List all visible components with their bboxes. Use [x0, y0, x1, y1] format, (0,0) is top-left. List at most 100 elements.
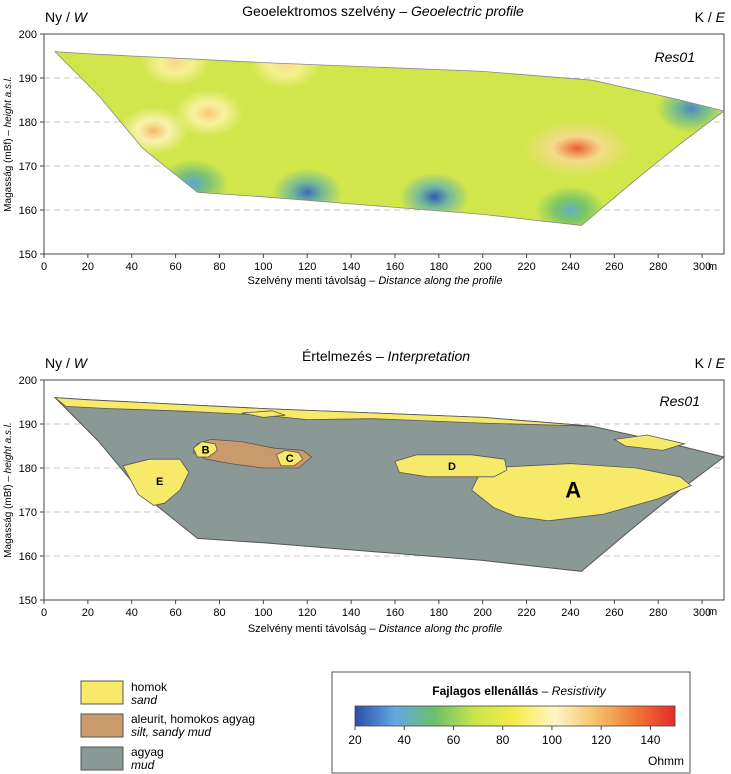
colorbar-tick-label: 120 [591, 733, 611, 747]
resistivity-section [53, 51, 725, 226]
x-tick-label: 40 [126, 261, 138, 273]
panel1-x-unit: m [708, 261, 717, 273]
x-tick-label: 180 [430, 607, 448, 619]
unit-label-D: D [448, 461, 456, 473]
panel2-x-ticks: 0 20 40 60 80 100 120 140 160 180 200 220 240 260 280 3… [41, 600, 711, 619]
x-tick-label: 0 [41, 607, 47, 619]
y-tick-label: 180 [19, 117, 37, 129]
unit-label-A: A [565, 478, 581, 503]
panel1-x-axis-label: Szelvény menti távolság – Distance along… [248, 275, 503, 287]
lithology-legend: homok sand aleurit, homokos agyag silt, … [80, 680, 255, 772]
colorbar-title: Fajlagos ellenállás – Resistivity [432, 684, 606, 698]
panel1-frame [43, 33, 725, 255]
legend-sand-label: homok [131, 680, 168, 694]
x-tick-label: 200 [474, 261, 492, 273]
panel2-frame [43, 379, 725, 601]
panel1-y-ticks: 150 160 170 180 190 200 [19, 29, 44, 261]
y-tick-label: 170 [19, 161, 37, 173]
x-tick-label: 180 [430, 261, 448, 273]
panel2-profile-label: Res01 [660, 393, 700, 409]
colorbar-tick-label: 80 [496, 733, 510, 747]
resistivity-colorbar: Fajlagos ellenállás – Resistivity 20 40 60… [331, 671, 691, 774]
x-tick-label: 0 [41, 261, 47, 273]
x-tick-label: 120 [298, 607, 316, 619]
unit-sand-A [471, 463, 692, 522]
unit-sand-C [275, 449, 304, 467]
interpretation-panel: Értelmezés – Interpretation Ny / W K / E… [3, 348, 726, 635]
panel2-east-label: K / E [695, 355, 726, 371]
x-tick-label: 140 [342, 261, 360, 273]
x-tick-label: 80 [213, 261, 225, 273]
resistivity-anomaly-low [399, 172, 470, 221]
section-outline [53, 51, 725, 226]
colorbar-tick-label: 60 [447, 733, 461, 747]
x-tick-label: 160 [386, 607, 404, 619]
panel2-y-axis-label: Magasság (mBf) – height a.s.l. [3, 422, 14, 558]
x-tick-label: 220 [517, 261, 535, 273]
legend-silt-label-en: silt, sandy mud [131, 725, 211, 739]
x-tick-label: 220 [517, 607, 535, 619]
x-tick-label: 160 [386, 261, 404, 273]
x-tick-label: 300 [693, 607, 711, 619]
legend-mud-label: agyag [131, 745, 164, 759]
colorbar-tick-label: 40 [398, 733, 412, 747]
colorbar-gradient [354, 705, 676, 727]
x-tick-label: 280 [649, 607, 667, 619]
y-tick-label: 160 [19, 551, 37, 563]
panel2-title: Értelmezés – Interpretation [302, 348, 470, 364]
x-tick-label: 300 [693, 261, 711, 273]
y-tick-label: 200 [19, 29, 37, 41]
unit-label-E: E [156, 476, 163, 488]
y-tick-label: 150 [19, 249, 37, 261]
legend-swatch-mud [80, 746, 124, 771]
x-tick-label: 240 [561, 607, 579, 619]
x-tick-label: 100 [254, 607, 272, 619]
unit-sand [613, 434, 687, 451]
x-tick-label: 140 [342, 607, 360, 619]
resistivity-anomaly-high [140, 51, 211, 87]
legend-swatch-sand [80, 680, 124, 705]
y-tick-label: 180 [19, 463, 37, 475]
panel1-west-label: Ny / W [45, 9, 89, 25]
x-tick-label: 60 [169, 261, 181, 273]
resistivity-anomaly-low [158, 159, 229, 208]
colorbar-tick-label: 20 [348, 733, 362, 747]
panel1-profile-label: Res01 [655, 49, 695, 65]
colorbar-tick-label: 140 [640, 733, 660, 747]
x-tick-label: 20 [82, 607, 94, 619]
resistivity-anomaly-high [173, 89, 244, 138]
panel2-y-ticks: 150 160 170 180 190 200 [19, 375, 44, 607]
y-tick-label: 200 [19, 375, 37, 387]
panel2-x-unit: m [708, 606, 717, 618]
panel2-x-axis-label: Szelvény menti távolság – Distance along… [248, 623, 502, 635]
panel1-title: Geoelektromos szelvény – Geoelectric pro… [242, 3, 524, 19]
geoelectric-panel: Geoelektromos szelvény – Geoelectric pro… [3, 3, 726, 287]
resistivity-anomaly-low [535, 186, 606, 226]
x-tick-label: 120 [298, 261, 316, 273]
x-tick-label: 240 [561, 261, 579, 273]
x-tick-label: 20 [82, 261, 94, 273]
y-tick-label: 160 [19, 205, 37, 217]
legend-mud-label-en: mud [131, 758, 155, 772]
colorbar-unit: Ohmm [648, 754, 684, 768]
x-tick-label: 260 [605, 607, 623, 619]
x-tick-label: 60 [169, 607, 181, 619]
unit-label-B: B [202, 445, 210, 457]
x-tick-label: 200 [474, 607, 492, 619]
legend-silt-label: aleurit, homokos agyag [131, 712, 255, 726]
y-tick-label: 190 [19, 73, 37, 85]
unit-label-C: C [286, 453, 294, 465]
legend-swatch-silt [80, 713, 124, 738]
unit-sand [241, 410, 286, 418]
colorbar-ticks: 20 40 60 80 100 120 140 [348, 726, 661, 747]
resistivity-anomaly-high [522, 120, 633, 177]
colorbar-tick-label: 100 [542, 733, 562, 747]
x-tick-label: 100 [254, 261, 272, 273]
legend-sand-label-en: sand [131, 693, 157, 707]
panel1-x-ticks: 0 20 40 60 80 100 120 140 160 180 200 220 240 260 280 3… [41, 254, 711, 273]
y-tick-label: 190 [19, 419, 37, 431]
panel1-east-label: K / E [695, 9, 726, 25]
unit-sand-B [192, 441, 218, 458]
unit-sand-D [394, 454, 508, 478]
